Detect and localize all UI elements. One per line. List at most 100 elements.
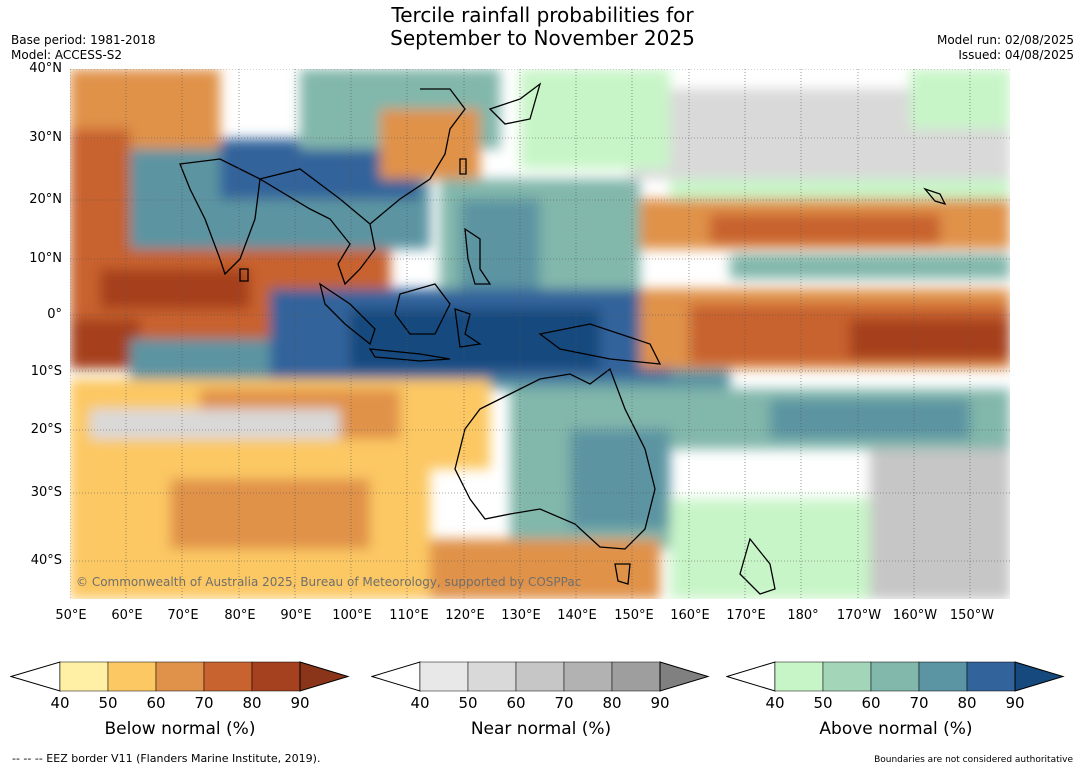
colorbar-swatch <box>299 661 350 692</box>
below-normal-colorbar <box>9 661 350 692</box>
colorbar-svg <box>9 661 350 692</box>
model-info: Base period: 1981-2018 Model: ACCESS-S2 <box>11 33 156 63</box>
probability-field <box>70 69 1010 599</box>
colorbar-tick: 80 <box>242 694 262 712</box>
colorbar-swatch <box>822 661 872 692</box>
colorbar-tick: 40 <box>50 694 70 712</box>
sumatra <box>318 282 376 346</box>
colorbar-tick: 60 <box>506 694 526 712</box>
colorbar-svg <box>370 661 710 692</box>
colorbar-swatch <box>966 661 1016 692</box>
colorbar-title: Below normal (%) <box>104 719 256 739</box>
new-guinea <box>538 323 662 365</box>
colorbar-tick: 70 <box>909 694 929 712</box>
colorbar-swatch <box>659 661 710 692</box>
tasmania <box>614 563 631 585</box>
java <box>368 348 451 362</box>
colorbar-tick: 60 <box>146 694 166 712</box>
lon-label: 160°E <box>670 608 710 623</box>
lon-label: 170°E <box>726 608 766 623</box>
run-info: Model run: 02/08/2025 Issued: 04/08/2025 <box>937 33 1074 63</box>
model-name: Model: ACCESS-S2 <box>11 48 123 62</box>
title-line-2: September to November 2025 <box>390 26 695 50</box>
colorbar-tick: 90 <box>290 694 310 712</box>
japan <box>488 82 542 125</box>
colorbar-swatch <box>870 661 920 692</box>
coastlines <box>179 82 947 595</box>
lat-label: 40°S <box>30 553 62 568</box>
colorbar-tick: 50 <box>813 694 833 712</box>
lat-label: 10°N <box>29 251 62 266</box>
lon-label: 60°E <box>111 608 143 623</box>
colorbar-swatch <box>419 661 469 692</box>
china-coast <box>369 88 466 225</box>
new-zealand <box>739 537 776 595</box>
eez-legend: -- -- -- EEZ border V11 (Flanders Marine… <box>12 752 321 765</box>
colorbar-swatch <box>203 661 253 692</box>
lon-label: 160°W <box>892 608 938 623</box>
australia-coast <box>454 367 656 550</box>
colorbar-tick: 70 <box>554 694 574 712</box>
colorbar-swatch <box>59 661 109 692</box>
colorbar-swatch <box>467 661 517 692</box>
colorbar-tick: 40 <box>765 694 785 712</box>
near-normal-colorbar <box>370 661 711 692</box>
lon-label: 150°W <box>949 608 995 623</box>
lon-label: 70°E <box>167 608 199 623</box>
colorbar-svg <box>725 661 1065 692</box>
colorbar-title: Above normal (%) <box>819 719 973 739</box>
map-title: Tercile rainfall probabilities for Septe… <box>0 4 1085 50</box>
colorbar-swatch <box>515 661 565 692</box>
sulawesi <box>454 308 482 348</box>
model-run: Model run: 02/08/2025 <box>936 33 1074 47</box>
colorbar-tick: 60 <box>861 694 881 712</box>
colorbar-tick: 80 <box>602 694 622 712</box>
lat-label: 20°N <box>29 192 62 207</box>
lat-label: 40°N <box>29 61 62 76</box>
probability-map <box>69 68 1010 599</box>
copyright-notice: © Commonwealth of Australia 2025, Bureau… <box>76 575 582 589</box>
lon-label: 180° <box>787 608 819 623</box>
above-normal-colorbar <box>725 661 1066 692</box>
colorbar-swatch <box>918 661 968 692</box>
map-svg <box>69 68 1010 599</box>
lon-label: 130°E <box>501 608 541 623</box>
colorbar-swatch <box>251 661 301 692</box>
issued-date: Issued: 04/08/2025 <box>958 48 1074 62</box>
indochina-coast <box>258 168 376 286</box>
title-line-1: Tercile rainfall probabilities for <box>391 3 694 27</box>
colorbar-swatch <box>563 661 613 692</box>
sri-lanka <box>239 268 249 282</box>
lon-label: 90°E <box>280 608 312 623</box>
lat-label: 30°S <box>30 485 62 500</box>
hawaii <box>923 187 947 206</box>
boundary-disclaimer: Boundaries are not considered authoritat… <box>874 755 1073 765</box>
colorbar-tick: 40 <box>410 694 430 712</box>
colorbar-tick: 50 <box>98 694 118 712</box>
lat-label: 20°S <box>30 422 62 437</box>
colorbar-swatch <box>155 661 205 692</box>
lon-label: 80°E <box>224 608 256 623</box>
philippines <box>464 227 492 285</box>
colorbar-swatch <box>774 661 824 692</box>
borneo <box>394 283 451 335</box>
colorbar-tick: 80 <box>957 694 977 712</box>
lat-label: 10°S <box>30 364 62 379</box>
lon-label: 100°E <box>332 608 372 623</box>
lon-label: 150°E <box>614 608 654 623</box>
lat-label: 30°N <box>29 130 62 145</box>
lon-label: 120°E <box>445 608 485 623</box>
base-period: Base period: 1981-2018 <box>11 33 156 47</box>
colorbar-title: Near normal (%) <box>470 719 612 739</box>
colorbar-swatch <box>107 661 157 692</box>
colorbar-swatch <box>611 661 661 692</box>
lon-label: 50°E <box>55 608 87 623</box>
colorbar-tick: 90 <box>650 694 670 712</box>
colorbar-tick: 50 <box>458 694 478 712</box>
lat-label: 0° <box>47 307 62 322</box>
lon-label: 110°E <box>389 608 429 623</box>
lon-label: 140°E <box>557 608 597 623</box>
colorbar-tick: 70 <box>194 694 214 712</box>
india-coast <box>179 158 261 276</box>
colorbar-tick: 90 <box>1005 694 1025 712</box>
